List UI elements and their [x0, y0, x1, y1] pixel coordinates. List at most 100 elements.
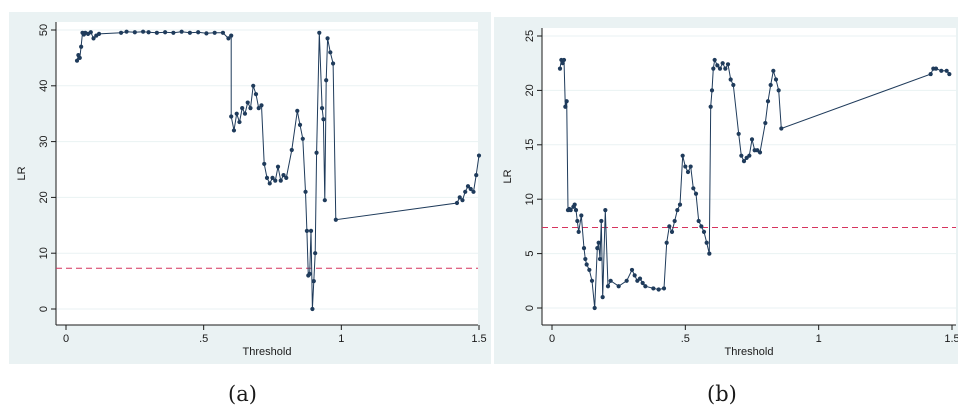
y-tick-label: 10	[38, 247, 50, 259]
data-point	[96, 31, 102, 37]
data-point	[267, 181, 272, 186]
data-point	[300, 136, 305, 141]
data-point	[124, 29, 129, 34]
data-point	[725, 62, 731, 67]
data-point	[616, 284, 621, 289]
data-point	[600, 295, 605, 300]
y-tick-label: 0	[524, 305, 536, 311]
data-point	[234, 111, 239, 116]
caption-b: (b)	[707, 382, 737, 406]
data-point	[696, 218, 701, 224]
data-point	[579, 213, 584, 218]
series-line	[559, 58, 950, 309]
data-point	[731, 82, 736, 88]
data-point	[683, 164, 688, 169]
data-point	[317, 30, 322, 35]
data-point	[776, 88, 781, 93]
data-point	[933, 66, 939, 71]
data-point	[596, 240, 601, 245]
data-point	[603, 207, 608, 213]
data-point	[651, 286, 656, 291]
data-point	[656, 287, 661, 292]
y-tick-label: 20	[38, 191, 50, 203]
plot-area-b	[542, 28, 956, 325]
data-point	[581, 246, 587, 251]
data-point	[717, 66, 723, 71]
data-point	[304, 228, 310, 233]
x-axis-title: Threshold	[725, 346, 774, 358]
data-point	[561, 57, 567, 63]
data-point	[281, 172, 286, 178]
data-point	[311, 279, 316, 284]
data-point	[672, 218, 677, 224]
data-point	[629, 267, 635, 273]
x-tick-label: .5	[681, 333, 690, 345]
data-point	[584, 262, 589, 267]
data-point	[728, 77, 733, 82]
data-point	[454, 200, 460, 206]
series-line	[76, 31, 480, 310]
x-tick-label: 1.5	[944, 333, 958, 345]
data-point	[720, 61, 725, 66]
data-point	[693, 191, 699, 196]
data-point	[661, 286, 667, 291]
data-point	[599, 218, 604, 224]
data-point	[675, 207, 680, 213]
x-tick-label: 1.5	[471, 333, 486, 345]
data-point	[79, 44, 84, 49]
data-point	[739, 153, 744, 158]
plot-area-a	[56, 22, 478, 325]
data-point	[289, 147, 294, 153]
data-point	[468, 186, 473, 192]
data-point	[303, 189, 308, 194]
data-point	[314, 150, 319, 155]
data-point	[140, 29, 146, 34]
data-point	[640, 280, 645, 286]
data-point	[680, 153, 685, 158]
data-point	[226, 36, 231, 41]
data-point	[476, 153, 482, 158]
data-point	[709, 88, 715, 93]
data-point	[328, 50, 333, 55]
data-point	[704, 240, 709, 245]
data-point	[563, 104, 568, 109]
x-axis-title: Threshold	[243, 346, 292, 358]
y-tick-label: 15	[524, 139, 536, 151]
data-point	[322, 198, 327, 203]
data-point	[939, 68, 944, 73]
data-point	[284, 175, 289, 180]
chart-panel-b: 0 5 10 15 20 25 0 .5 1 1.5 Threshold LR	[494, 17, 958, 364]
y-tick-label: 25	[524, 30, 536, 42]
x-tick-label: 0	[549, 333, 555, 345]
data-point	[463, 189, 468, 194]
data-point	[632, 273, 637, 278]
data-point	[765, 99, 771, 104]
data-point	[595, 246, 600, 251]
y-tick-label: 30	[38, 135, 50, 147]
data-point	[465, 184, 471, 189]
data-point	[457, 195, 462, 200]
data-point	[685, 169, 691, 175]
data-point	[245, 100, 250, 105]
data-point	[560, 61, 565, 66]
data-point	[132, 30, 137, 35]
data-point	[324, 78, 329, 83]
data-point	[471, 189, 476, 194]
x-tick-label: .5	[199, 333, 208, 345]
data-point	[597, 256, 603, 262]
data-point	[723, 66, 728, 71]
data-point	[240, 106, 245, 111]
data-point	[310, 306, 315, 312]
data-point	[608, 278, 613, 283]
chart-panel-a: 0 10 20 30 40 50 0 .5 1 1.5 Threshold LR	[9, 12, 491, 364]
data-point	[88, 30, 93, 35]
x-tick-label: 1	[338, 333, 344, 345]
data-point	[664, 240, 669, 245]
data-point	[576, 229, 581, 234]
y-axis-title: LR	[502, 169, 514, 183]
chart-a: 0 10 20 30 40 50 0 .5 1 1.5 Threshold LR	[16, 22, 487, 358]
y-tick-label: 40	[38, 80, 50, 92]
data-point	[295, 108, 300, 114]
data-point	[297, 122, 303, 127]
data-point	[715, 63, 720, 68]
